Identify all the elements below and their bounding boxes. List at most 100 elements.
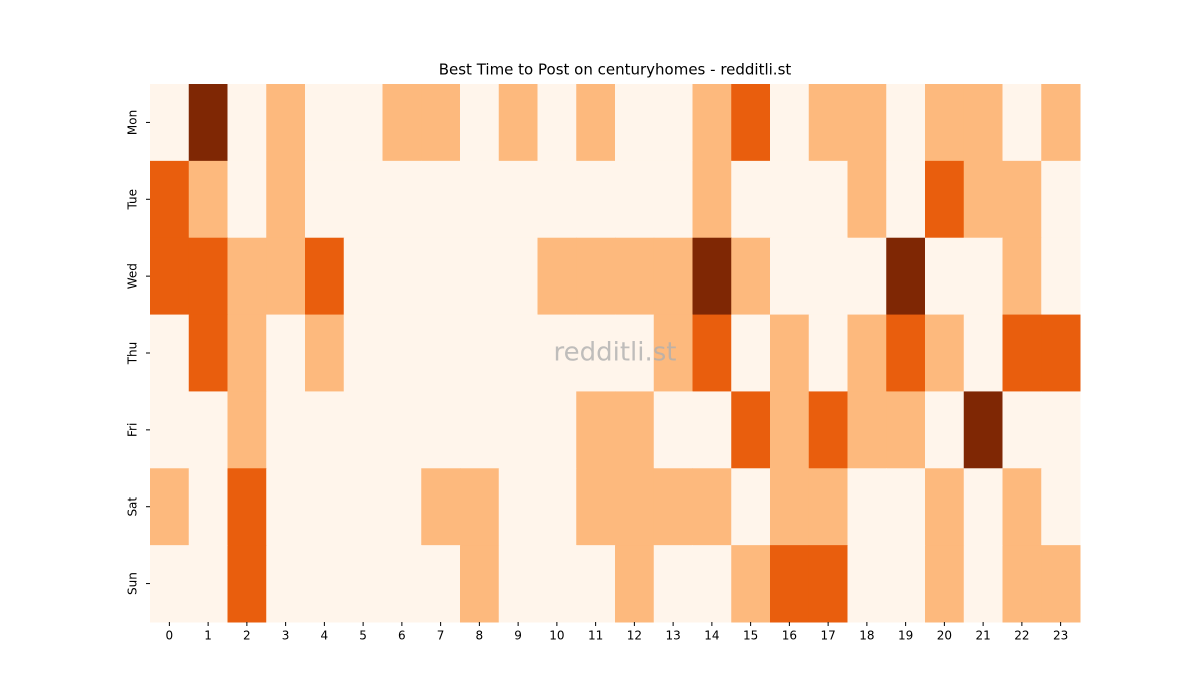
heatmap-cell	[731, 84, 771, 162]
heatmap-cell	[886, 391, 926, 469]
heatmap-cell	[770, 160, 810, 239]
chart-title: Best Time to Post on centuryhomes - redd…	[439, 61, 792, 79]
heatmap-cell	[382, 84, 422, 162]
heatmap-cell	[188, 160, 228, 239]
heatmap-cell	[886, 314, 926, 392]
heatmap-cell	[925, 391, 965, 469]
heatmap-cell	[188, 84, 228, 162]
heatmap-cell	[498, 545, 538, 623]
heatmap-cell	[963, 545, 1003, 623]
heatmap-cell	[1041, 391, 1081, 469]
heatmap-cell	[537, 314, 577, 392]
heatmap-cell	[963, 468, 1003, 546]
heatmap-cell	[1041, 468, 1081, 546]
x-tick-label: 23	[1053, 629, 1068, 643]
heatmap-cell	[1002, 314, 1042, 392]
heatmap-cell	[382, 468, 422, 546]
y-tick-label: Wed	[126, 263, 140, 289]
heatmap-cell	[925, 160, 965, 239]
heatmap-cell	[847, 237, 887, 316]
heatmap-cell	[886, 84, 926, 162]
heatmap-cell	[382, 314, 422, 392]
x-tick-label: 0	[166, 629, 174, 643]
x-tick-label: 16	[782, 629, 797, 643]
heatmap-cell	[498, 84, 538, 162]
heatmap-cell	[731, 468, 771, 546]
watermark: redditli.st	[554, 338, 677, 368]
heatmap-cell	[227, 468, 267, 546]
heatmap-cell	[266, 237, 306, 316]
heatmap-cell	[963, 391, 1003, 469]
heatmap-cell	[343, 545, 383, 623]
heatmap-cell	[847, 84, 887, 162]
heatmap-cell	[266, 391, 306, 469]
heatmap-cell	[615, 545, 655, 623]
heatmap-cell	[731, 160, 771, 239]
heatmap-cell	[1002, 160, 1042, 239]
heatmap-cell	[1041, 545, 1081, 623]
heatmap-cell	[731, 391, 771, 469]
heatmap-cell	[925, 84, 965, 162]
heatmap-cell	[692, 314, 732, 392]
x-tick-label: 2	[243, 629, 251, 643]
heatmap-cell	[150, 545, 190, 623]
heatmap-cell	[653, 84, 693, 162]
x-tick-label: 8	[476, 629, 484, 643]
heatmap-cell	[653, 160, 693, 239]
heatmap-cell	[653, 237, 693, 316]
heatmap-cell	[886, 545, 926, 623]
heatmap-cell	[305, 160, 345, 239]
heatmap-cell	[343, 237, 383, 316]
heatmap-cell	[227, 84, 267, 162]
heatmap-cell	[886, 468, 926, 546]
heatmap-cell	[770, 545, 810, 623]
heatmap-cell	[537, 237, 577, 316]
heatmap-cell	[653, 468, 693, 546]
heatmap-cell	[847, 160, 887, 239]
heatmap-cell	[576, 391, 616, 469]
x-tick-label: 22	[1014, 629, 1029, 643]
y-tick-label: Mon	[126, 110, 140, 135]
heatmap-cell	[421, 545, 461, 623]
x-tick-label: 9	[514, 629, 522, 643]
heatmap-cell	[188, 314, 228, 392]
x-tick-label: 4	[321, 629, 329, 643]
heatmap-cell	[227, 237, 267, 316]
x-tick-label: 21	[975, 629, 990, 643]
heatmap-cell	[537, 160, 577, 239]
heatmap-cell	[1002, 468, 1042, 546]
heatmap-cell	[305, 84, 345, 162]
heatmap-cell	[343, 391, 383, 469]
heatmap-cell	[808, 160, 848, 239]
heatmap-cell	[537, 468, 577, 546]
heatmap-cell	[343, 468, 383, 546]
x-tick-label: 19	[898, 629, 913, 643]
heatmap-cell	[692, 468, 732, 546]
heatmap-cell	[305, 391, 345, 469]
heatmap-cell	[731, 545, 771, 623]
heatmap-cell	[460, 314, 500, 392]
heatmap-cell	[847, 314, 887, 392]
heatmap-cell	[653, 545, 693, 623]
heatmap-cell	[421, 314, 461, 392]
heatmap-cell	[1041, 84, 1081, 162]
heatmap-cell	[460, 468, 500, 546]
heatmap-cell	[1002, 237, 1042, 316]
heatmap-cell	[498, 468, 538, 546]
heatmap-cell	[188, 237, 228, 316]
heatmap-cell	[770, 84, 810, 162]
heatmap-cell	[150, 468, 190, 546]
x-tick-label: 6	[398, 629, 406, 643]
heatmap-cell	[692, 545, 732, 623]
heatmap-cell	[382, 237, 422, 316]
heatmap-cell	[188, 468, 228, 546]
heatmap-cell	[925, 314, 965, 392]
heatmap-cell	[692, 160, 732, 239]
heatmap-cell	[227, 314, 267, 392]
heatmap-cell	[266, 160, 306, 239]
heatmap-cell	[421, 237, 461, 316]
heatmap-cell	[770, 314, 810, 392]
heatmap-cell	[808, 314, 848, 392]
heatmap-cell	[1041, 160, 1081, 239]
heatmap-cell	[343, 160, 383, 239]
